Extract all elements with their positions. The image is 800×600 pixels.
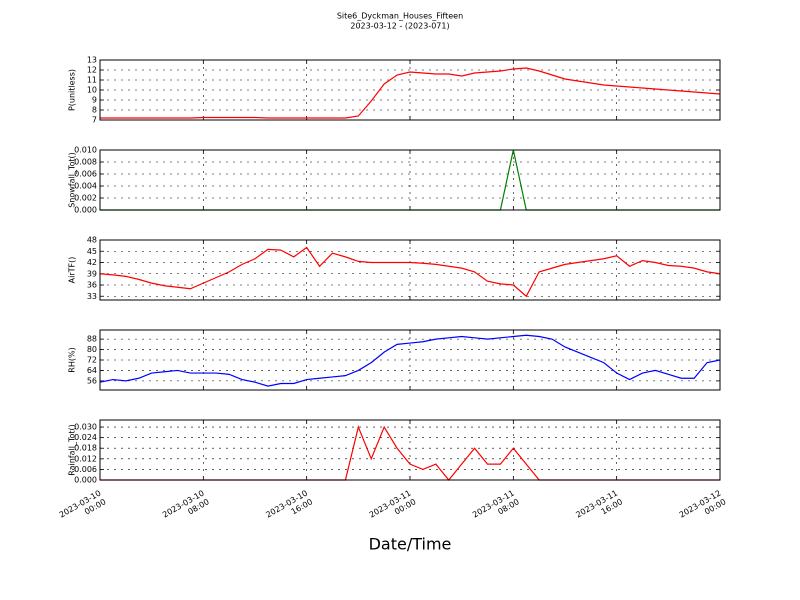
- x-tick-label: 2023-03-1200:00: [677, 488, 727, 528]
- y-tick-label: 0.012: [74, 454, 97, 463]
- chart-title: Site6_Dyckman_Houses_Fifteen: [337, 12, 463, 21]
- y-tick-label: 11: [87, 76, 97, 85]
- y-tick-label: 42: [87, 258, 97, 267]
- y-tick-label: 12: [87, 66, 97, 75]
- y-tick-label: 48: [87, 236, 97, 245]
- y-tick-label: 13: [87, 56, 97, 65]
- y-tick-label: 0.000: [74, 206, 97, 215]
- plot-frame: [99, 419, 721, 481]
- x-tick-label: 2023-03-1108:00: [471, 488, 521, 528]
- y-tick-label: 56: [87, 376, 97, 385]
- y-axis-label: AirTF(): [68, 257, 77, 284]
- y-axis-label: Snowfall_Tot(): [68, 152, 77, 208]
- x-tick-label: 2023-03-1116:00: [574, 488, 624, 528]
- plot-frame: [99, 59, 721, 121]
- x-axis-label: Date/Time: [369, 535, 452, 554]
- plot-frame: [99, 329, 721, 391]
- y-tick-label: 0.000: [74, 476, 97, 485]
- y-tick-label: 0.002: [74, 194, 97, 203]
- y-tick-label: 0.008: [74, 158, 97, 167]
- plot-frame: [99, 149, 721, 211]
- plot-frame: [99, 239, 721, 301]
- y-tick-label: 0.030: [74, 423, 97, 432]
- y-tick-label: 9: [92, 96, 97, 105]
- y-tick-label: 64: [87, 366, 97, 375]
- y-tick-label: 0.010: [74, 146, 97, 155]
- y-axis-label: RH(%): [68, 347, 77, 372]
- y-tick-label: 80: [87, 345, 97, 354]
- y-tick-label: 0.004: [74, 182, 97, 191]
- data-line: [100, 67, 721, 119]
- data-line: [99, 246, 721, 298]
- y-tick-label: 45: [87, 247, 97, 256]
- y-tick-label: 88: [87, 335, 97, 344]
- x-tick-label: 2023-03-1100:00: [367, 488, 417, 528]
- y-axis-label: Rainfall_Tot(): [68, 424, 77, 476]
- y-tick-label: 33: [87, 292, 97, 301]
- x-tick-label: 2023-03-1000:00: [57, 488, 107, 528]
- y-tick-label: 72: [87, 356, 97, 365]
- y-tick-label: 0.006: [74, 170, 97, 179]
- y-tick-label: 36: [87, 281, 97, 290]
- y-tick-label: 0.018: [74, 444, 97, 453]
- y-tick-label: 10: [87, 86, 97, 95]
- y-tick-label: 0.006: [74, 465, 97, 474]
- x-tick-label: 2023-03-1008:00: [161, 488, 211, 528]
- y-tick-label: 8: [92, 106, 97, 115]
- data-line: [99, 334, 721, 387]
- y-tick-label: 39: [87, 269, 97, 278]
- chart-subtitle: 2023-03-12 - (2023-071): [350, 22, 449, 31]
- y-axis-label: P(unitless): [68, 69, 77, 111]
- y-tick-label: 7: [92, 116, 97, 125]
- y-tick-label: 0.024: [74, 433, 97, 442]
- x-tick-label: 2023-03-1016:00: [264, 488, 314, 528]
